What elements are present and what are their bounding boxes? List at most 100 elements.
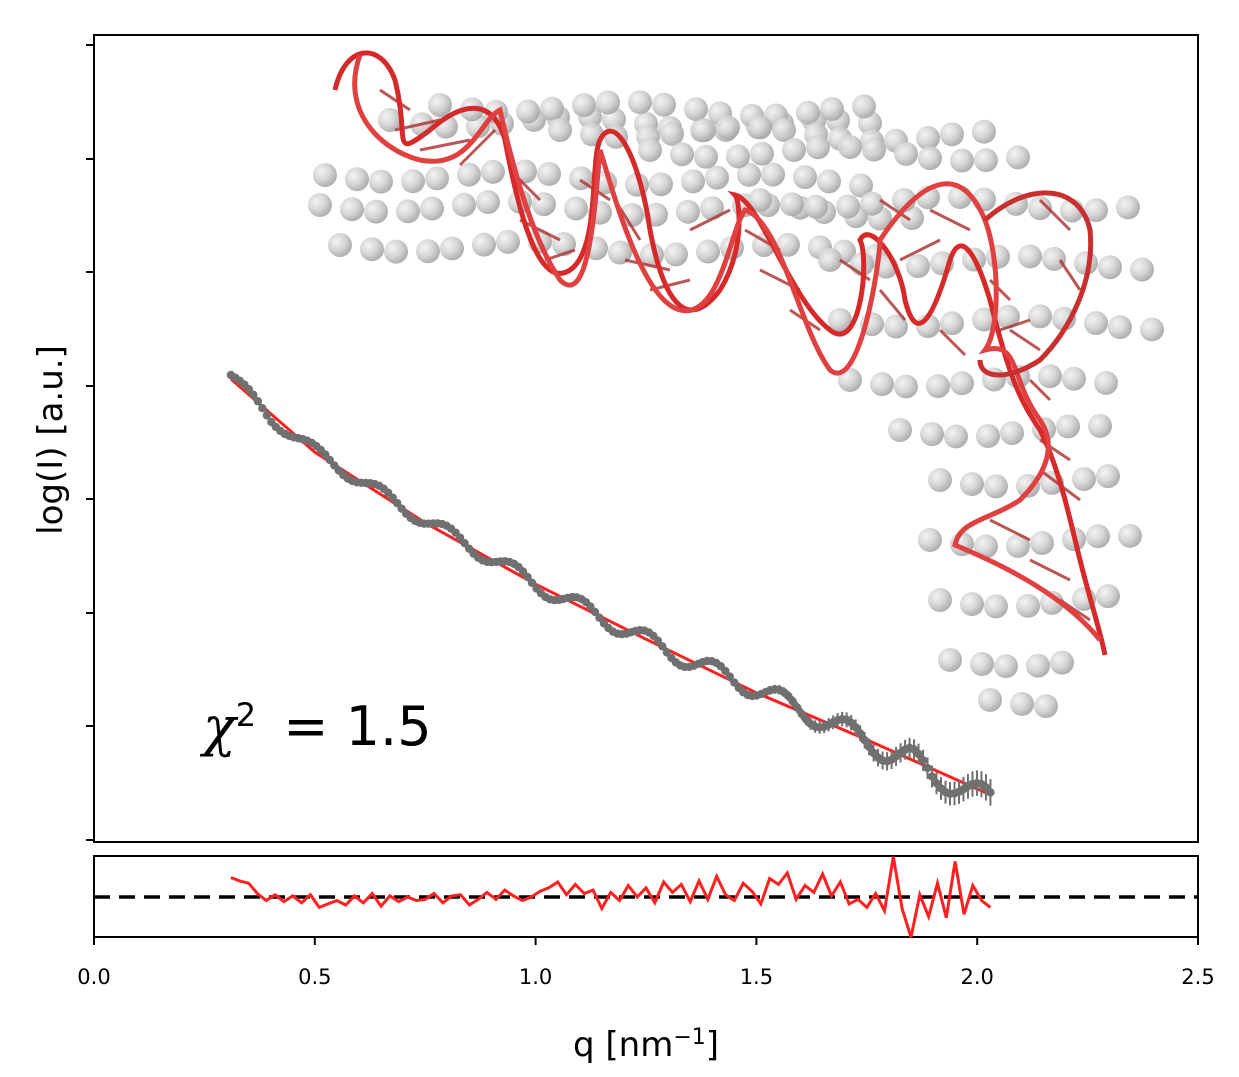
bead: [817, 169, 841, 194]
base-pair: [899, 238, 941, 262]
bead: [1016, 593, 1040, 618]
bead: [960, 472, 984, 497]
bead: [984, 474, 1008, 499]
bead: [1094, 370, 1118, 395]
bead: [692, 118, 716, 143]
bead: [416, 239, 440, 264]
bead: [401, 169, 425, 194]
data-point: [590, 607, 600, 617]
bead-model: [308, 90, 1164, 719]
bead: [716, 115, 740, 140]
x-axis-ticks: 0.0 0.5 1.0 1.5 2.0 2.5: [77, 937, 1215, 989]
bead: [978, 688, 1002, 712]
bead: [806, 135, 830, 160]
bead: [705, 165, 729, 190]
bead: [976, 423, 1000, 448]
bead: [996, 304, 1020, 329]
bead: [664, 242, 688, 267]
data-point: [721, 666, 730, 676]
bead: [928, 588, 952, 612]
base-pair: [419, 138, 471, 152]
bead: [761, 162, 785, 187]
data-point: [986, 788, 995, 797]
bead: [938, 648, 962, 672]
rna-helix-ribbon: [332, 50, 1108, 656]
bead: [862, 137, 886, 162]
chi-squared-annotation: χ2 = 1.5: [199, 695, 432, 758]
bead: [884, 314, 908, 339]
bead: [596, 90, 620, 115]
bead: [750, 141, 774, 166]
intensity-panel: χ2 = 1.5 log(I) [a.u.]: [31, 34, 1199, 843]
bead: [1042, 246, 1066, 271]
data-point: [523, 572, 532, 582]
bead: [900, 206, 924, 231]
bead: [1056, 414, 1080, 439]
bead: [1088, 413, 1112, 438]
data-points: [226, 370, 995, 806]
bead: [694, 144, 718, 169]
bead: [974, 148, 998, 173]
base-pair: [999, 318, 1031, 332]
bead: [652, 92, 676, 117]
x-tick-label: 2.0: [960, 965, 993, 989]
bead: [726, 144, 750, 169]
bead: [828, 308, 852, 332]
x-tick-label: 2.5: [1181, 965, 1214, 989]
bead: [972, 119, 996, 144]
bead: [638, 138, 662, 162]
bead: [888, 418, 912, 442]
bead: [782, 138, 806, 163]
bead: [860, 191, 884, 216]
bead: [793, 165, 817, 190]
data-point: [864, 742, 874, 752]
data-point: [792, 703, 802, 712]
main-y-ticks: [86, 44, 94, 841]
bead: [457, 162, 481, 187]
base-pair: [1058, 259, 1082, 291]
data-point: [262, 411, 272, 420]
bead: [994, 654, 1018, 679]
bead: [950, 371, 974, 396]
bead: [696, 239, 720, 264]
bead: [1006, 533, 1030, 558]
bead: [772, 117, 796, 142]
bead: [1026, 653, 1050, 678]
bead: [1052, 306, 1076, 331]
bead: [894, 374, 918, 399]
data-point: [918, 756, 928, 765]
bead: [1116, 195, 1140, 220]
bead: [918, 528, 942, 552]
base-pair: [879, 198, 911, 222]
bead: [894, 141, 918, 166]
bead: [1006, 145, 1030, 170]
base-pair: [929, 208, 971, 232]
bead: [345, 167, 369, 192]
bead: [1038, 364, 1062, 389]
bead: [804, 194, 828, 219]
bead: [870, 372, 894, 397]
x-tick-label: 0.5: [298, 965, 331, 989]
bead: [916, 125, 940, 150]
base-pair: [458, 128, 497, 167]
bead: [684, 97, 708, 122]
bead: [1062, 366, 1086, 391]
bead: [481, 159, 505, 184]
bead: [620, 203, 644, 228]
bead: [700, 196, 724, 221]
bead: [920, 422, 944, 447]
bead: [572, 93, 596, 118]
bead: [516, 99, 540, 124]
bead: [1118, 523, 1142, 548]
bead: [986, 244, 1010, 269]
bead: [1084, 198, 1108, 223]
bead: [564, 196, 588, 221]
bead: [849, 173, 873, 198]
bead: [928, 468, 952, 492]
bead: [1140, 317, 1164, 342]
bead: [1096, 464, 1120, 489]
data-point: [860, 735, 869, 745]
bead: [776, 232, 800, 257]
base-pair: [1009, 328, 1041, 352]
bead: [918, 146, 942, 171]
